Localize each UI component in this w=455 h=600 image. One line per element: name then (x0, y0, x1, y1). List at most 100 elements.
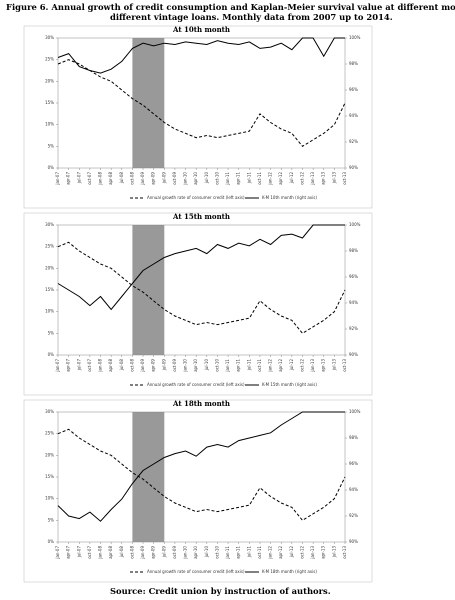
x-tick-label: jul-11 (246, 546, 251, 559)
y-tick-label: 0% (48, 165, 55, 170)
series-line (57, 411, 345, 522)
x-tick-label: oct-12 (299, 172, 304, 185)
x-tick-label: jan-09 (140, 359, 145, 373)
y-tick-label: 25% (45, 431, 54, 436)
y-tick-label: 30% (45, 222, 54, 227)
y2-tick-label: 92% (349, 513, 358, 518)
legend-label: K-M 15th month (right axis) (262, 382, 317, 387)
x-tick-label: apr-11 (236, 359, 241, 372)
legend-label: Annual growth rate of consumer credit (l… (147, 195, 245, 200)
y2-tick-label: 94% (349, 300, 358, 305)
x-tick-label: apr-12 (278, 546, 283, 559)
y2-tick-label: 100% (349, 35, 361, 40)
x-tick-label: oct-07 (87, 546, 92, 559)
x-tick-label: jan-10 (183, 546, 188, 560)
chart-title: At 18th month (172, 399, 230, 408)
x-tick-label: jan-09 (140, 172, 145, 186)
figure-title-line: Figure 6. Annual growth of credit consum… (6, 2, 455, 12)
x-tick-label: apr-09 (151, 546, 156, 559)
x-tick-label: jan-13 (310, 172, 315, 186)
y2-tick-label: 92% (349, 326, 358, 331)
y-tick-label: 0% (48, 352, 55, 357)
x-tick-label: oct-11 (257, 546, 262, 559)
x-tick-label: apr-12 (278, 172, 283, 185)
x-tick-label: jul-13 (331, 546, 336, 559)
y-tick-label: 10% (45, 309, 54, 314)
x-tick-label: jan-10 (183, 359, 188, 373)
x-tick-label: jan-08 (98, 359, 103, 373)
y2-tick-label: 90% (349, 165, 358, 170)
legend-label: Annual growth rate of consumer credit (l… (147, 382, 245, 387)
y2-tick-label: 92% (349, 139, 358, 144)
x-tick-label: jan-11 (225, 546, 230, 560)
x-tick-label: apr-07 (66, 546, 71, 559)
x-tick-label: jan-10 (183, 172, 188, 186)
x-tick-label: apr-12 (278, 359, 283, 372)
x-tick-label: apr-07 (66, 359, 71, 372)
x-tick-label: jan-12 (268, 172, 273, 186)
x-tick-label: jul-10 (204, 359, 209, 372)
x-tick-label: apr-13 (321, 359, 326, 372)
y2-tick-label: 100% (349, 409, 361, 414)
x-tick-label: apr-08 (108, 172, 113, 185)
y2-tick-label: 98% (349, 248, 358, 253)
x-tick-label: jan-09 (140, 546, 145, 560)
x-tick-label: apr-08 (108, 359, 113, 372)
y-tick-label: 25% (45, 57, 54, 62)
x-tick-label: apr-10 (193, 172, 198, 185)
x-tick-label: apr-13 (321, 172, 326, 185)
y-tick-label: 0% (48, 539, 55, 544)
y-tick-label: 10% (45, 122, 54, 127)
x-tick-label: oct-09 (172, 359, 177, 372)
x-tick-label: jul-09 (161, 172, 166, 185)
y-tick-label: 5% (48, 517, 55, 522)
chart-title: At 10th month (172, 25, 230, 34)
x-tick-label: jul-11 (246, 359, 251, 372)
series-line (57, 224, 345, 311)
y-tick-label: 20% (45, 452, 54, 457)
x-tick-label: jan-13 (310, 359, 315, 373)
x-tick-label: apr-11 (236, 546, 241, 559)
x-tick-label: jul-07 (76, 546, 81, 559)
x-tick-label: jan-12 (268, 359, 273, 373)
shaded-period (132, 225, 165, 355)
x-tick-label: oct-09 (172, 172, 177, 185)
y2-tick-label: 94% (349, 487, 358, 492)
x-tick-label: jul-13 (331, 359, 336, 372)
x-tick-label: jan-07 (55, 546, 60, 560)
x-tick-label: apr-08 (108, 546, 113, 559)
chart-title: At 15th month (172, 212, 230, 221)
x-tick-label: apr-10 (193, 546, 198, 559)
x-tick-label: jul-11 (246, 172, 251, 185)
series-line (57, 428, 346, 521)
y2-tick-label: 90% (349, 539, 358, 544)
series-line (57, 59, 346, 147)
figure-title-line: different vintage loans. Monthly data fr… (110, 12, 393, 22)
x-tick-label: jan-11 (225, 359, 230, 373)
y2-tick-label: 98% (349, 61, 358, 66)
x-tick-label: jul-10 (204, 172, 209, 185)
x-tick-label: oct-08 (129, 172, 134, 185)
y-tick-label: 15% (45, 474, 54, 479)
x-tick-label: jan-13 (310, 546, 315, 560)
x-tick-label: jul-12 (289, 546, 294, 559)
x-tick-label: jul-08 (119, 546, 124, 559)
x-tick-label: oct-10 (214, 359, 219, 372)
x-tick-label: jul-10 (204, 546, 209, 559)
y-tick-label: 15% (45, 287, 54, 292)
y2-tick-label: 94% (349, 113, 358, 118)
x-tick-label: oct-11 (257, 172, 262, 185)
y2-tick-label: 96% (349, 87, 358, 92)
x-tick-label: oct-09 (172, 546, 177, 559)
figure-title: Figure 6. Annual growth of credit consum… (6, 2, 455, 22)
x-tick-label: jan-07 (55, 359, 60, 373)
shaded-period (132, 38, 165, 168)
y2-tick-label: 98% (349, 435, 358, 440)
chart-frame (23, 399, 373, 583)
y-tick-label: 20% (45, 265, 54, 270)
y-tick-label: 30% (45, 409, 54, 414)
x-tick-label: oct-11 (257, 359, 262, 372)
x-tick-label: jul-09 (161, 359, 166, 372)
y-tick-label: 5% (48, 143, 55, 148)
